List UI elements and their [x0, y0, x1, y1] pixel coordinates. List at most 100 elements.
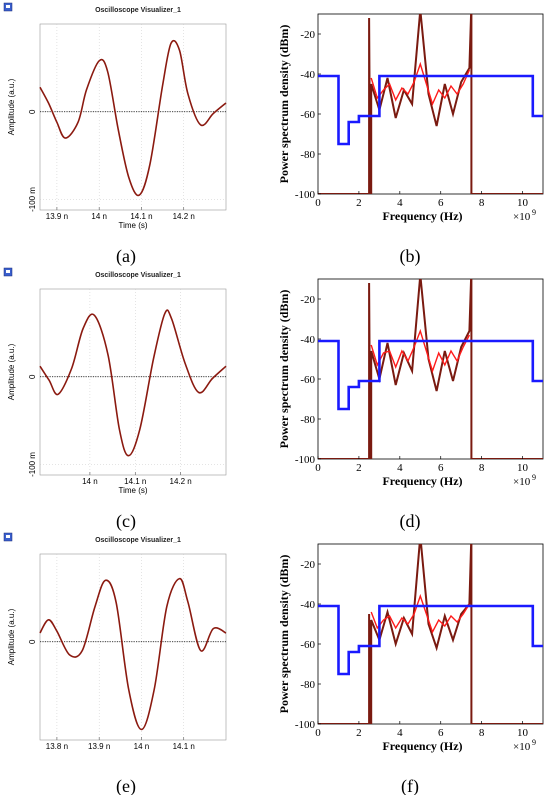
x-tick-label: 6	[438, 462, 444, 474]
oscilloscope-app-icon-screen	[6, 270, 10, 273]
x-tick-label: 6	[438, 197, 444, 209]
psd-series-line	[370, 593, 470, 634]
x-tick-label: 8	[479, 727, 485, 739]
waveform-line	[39, 39, 227, 197]
y-tick-label: -80	[300, 679, 315, 691]
panel-d: 0 2 4 6 8 10 -20 -40 -60 -80 -100 Power spectrum de…	[277, 278, 544, 532]
x-axis-multiplier-exponent: 9	[532, 473, 536, 482]
plot-area	[39, 288, 227, 476]
y-tick-label: -100 m	[28, 452, 37, 477]
oscilloscope-app-icon-screen	[6, 535, 10, 538]
y-tick-label: 0	[28, 374, 37, 379]
x-tick-label: 10	[517, 727, 529, 739]
y-tick-label: -60	[300, 639, 315, 651]
x-tick-label: 14 n	[91, 212, 107, 221]
y-tick-label: -100	[295, 454, 316, 466]
y-axis-label: Amplitude (a.u.)	[7, 608, 16, 665]
oscilloscope-app-icon-screen	[6, 5, 10, 8]
psd-series-line	[318, 544, 543, 724]
x-tick-label: 4	[397, 462, 403, 474]
oscilloscope-app-icon	[3, 532, 13, 542]
x-axis-label: Frequency (Hz)	[382, 739, 462, 753]
x-tick-label: 14 n	[134, 742, 150, 751]
y-tick-label: -100	[295, 189, 316, 201]
psd-series-line	[318, 74, 543, 146]
x-axis-multiplier: ×10	[513, 741, 531, 753]
x-tick-label: 4	[397, 197, 403, 209]
series-group	[318, 544, 543, 724]
panel-caption: (c)	[116, 511, 136, 532]
x-tick-label: 14.1 n	[130, 212, 152, 221]
y-axis-label: Power spectrum density (dBm)	[277, 290, 291, 449]
y-tick-label: -60	[300, 109, 315, 121]
x-tick-label: 14.1 n	[124, 477, 146, 486]
x-tick-label: 14 n	[82, 477, 98, 486]
x-tick-label: 6	[438, 727, 444, 739]
panel-caption: (b)	[400, 246, 421, 267]
x-tick-label: 10	[517, 462, 529, 474]
y-axis-label: Amplitude (a.u.)	[7, 78, 16, 135]
psd-series-line	[370, 61, 471, 107]
y-tick-label: -20	[300, 559, 315, 571]
x-axis-multiplier: ×10	[513, 476, 531, 488]
y-axis-label: Power spectrum density (dBm)	[277, 25, 291, 184]
y-tick-label: -100 m	[28, 187, 37, 212]
series-group	[318, 14, 543, 194]
psd-series-line	[318, 604, 543, 676]
y-tick-label: -40	[300, 599, 315, 611]
panel-b: 0 2 4 6 8 10 -20 -40 -60 -80 -100 Power spectrum de…	[277, 13, 544, 267]
x-axis-multiplier-exponent: 9	[532, 208, 536, 217]
x-tick-label: 2	[356, 727, 362, 739]
oscilloscope-app-icon	[3, 267, 13, 277]
y-tick-label: -100	[295, 719, 316, 731]
y-tick-label: -40	[300, 334, 315, 346]
y-tick-label: -20	[300, 294, 315, 306]
panel-a: Oscilloscope Visualizer_1 13.9 n 14 n 14.1 …	[3, 2, 227, 267]
series-group	[318, 279, 543, 459]
x-tick-label: 14.2 n	[170, 477, 192, 486]
panel-e: Oscilloscope Visualizer_1 13.8 n 13.9 n 14 …	[3, 532, 227, 797]
x-tick-label: 4	[397, 727, 403, 739]
x-tick-label: 2	[356, 462, 362, 474]
x-tick-label: 2	[356, 197, 362, 209]
y-tick-label: 0	[28, 639, 37, 644]
x-axis-label: Time (s)	[118, 221, 147, 230]
x-axis-multiplier-exponent: 9	[532, 738, 536, 747]
x-tick-label: 14.1 n	[173, 742, 195, 751]
y-tick-label: -80	[300, 414, 315, 426]
x-tick-label: 8	[479, 197, 485, 209]
y-axis-label: Power spectrum density (dBm)	[277, 555, 291, 714]
x-axis-multiplier: ×10	[513, 211, 531, 223]
x-tick-label: 0	[315, 462, 321, 474]
x-tick-label: 13.8 n	[46, 742, 68, 751]
y-tick-label: -20	[300, 29, 315, 41]
panel-c: Oscilloscope Visualizer_1 14 n 14.1 n 14.2 …	[3, 267, 227, 532]
psd-series-line	[318, 279, 543, 459]
x-tick-label: 0	[315, 727, 321, 739]
panel-caption: (e)	[116, 776, 136, 795]
panel-caption: (d)	[400, 511, 421, 532]
x-tick-label: 8	[479, 462, 485, 474]
x-axis-label: Time (s)	[118, 486, 147, 495]
y-tick-label: 0	[28, 109, 37, 114]
y-tick-label: -40	[300, 69, 315, 81]
window-title: Oscilloscope Visualizer_1	[95, 537, 181, 544]
panel-caption: (f)	[401, 776, 419, 795]
panel-f: 0 2 4 6 8 10 -20 -40 -60 -80 -100 Power spectrum de…	[277, 543, 544, 797]
x-tick-label: 13.9 n	[88, 742, 110, 751]
x-tick-label: 10	[517, 197, 529, 209]
psd-series-line	[318, 14, 543, 194]
y-axis-label: Amplitude (a.u.)	[7, 343, 16, 400]
x-axis-label: Frequency (Hz)	[382, 474, 462, 488]
x-tick-label: 14.2 n	[173, 212, 195, 221]
x-tick-label: 13.9 n	[46, 212, 68, 221]
panel-caption: (a)	[116, 246, 136, 267]
x-axis-label: Frequency (Hz)	[382, 209, 462, 223]
plot-area	[39, 23, 227, 211]
y-tick-label: -80	[300, 149, 315, 161]
y-tick-label: -60	[300, 374, 315, 386]
waveform-line	[39, 577, 227, 731]
window-title: Oscilloscope Visualizer_1	[95, 7, 181, 14]
